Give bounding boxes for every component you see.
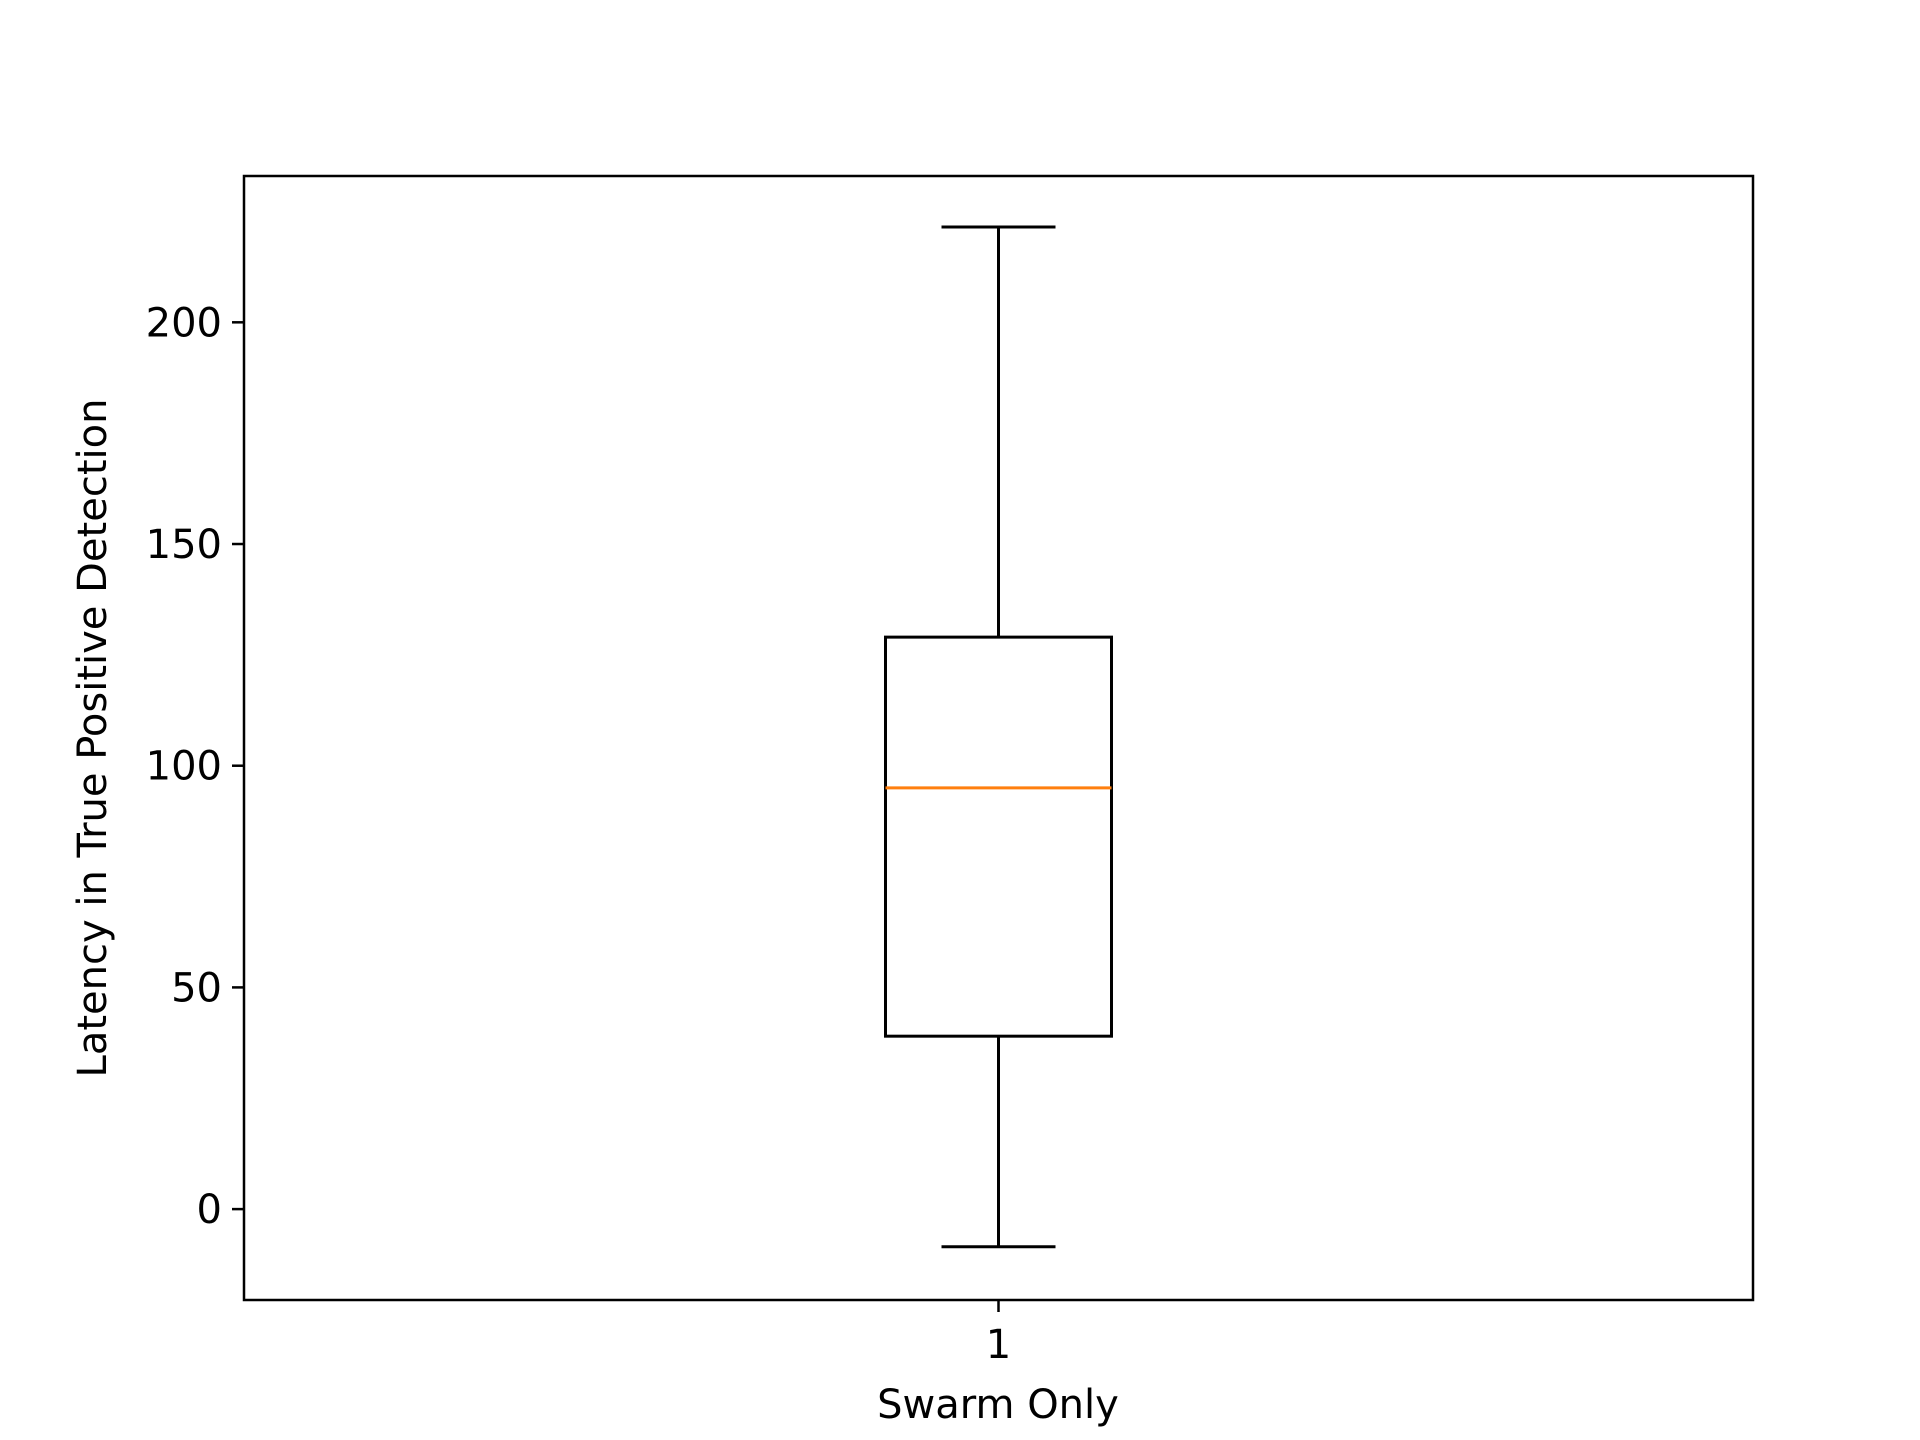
y-axis: 0 50 100 150 200	[146, 300, 244, 1233]
y-tick-label: 0	[197, 1187, 222, 1233]
interquartile-box	[884, 635, 1113, 1038]
y-tick-label: 100	[146, 744, 222, 790]
y-tick-label: 50	[171, 965, 222, 1011]
x-axis-label: Swarm Only	[877, 1382, 1119, 1428]
y-axis-label: Latency in True Positive Detection	[70, 399, 116, 1078]
y-tick-label: 200	[146, 300, 222, 346]
x-tick-label: 1	[986, 1322, 1011, 1368]
x-axis: 1	[986, 1300, 1011, 1368]
plot-area	[884, 225, 1113, 1249]
y-tick-label: 150	[146, 522, 222, 568]
